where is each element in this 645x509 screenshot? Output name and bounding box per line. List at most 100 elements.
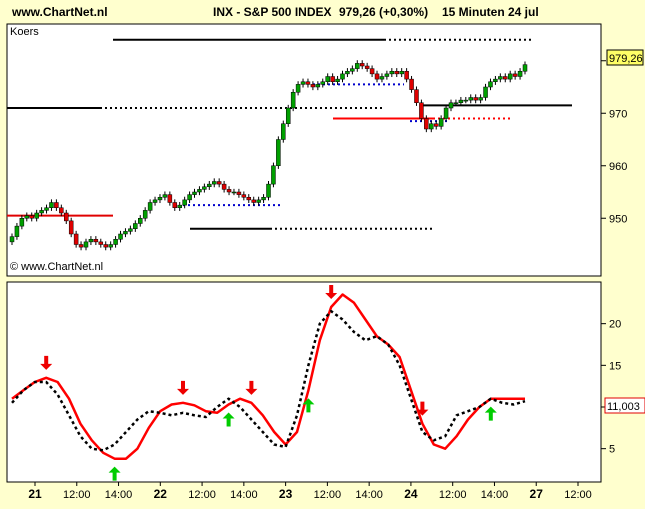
- candle-up: [182, 199, 187, 206]
- candle-up: [320, 81, 326, 85]
- sell-arrow-icon: [416, 401, 429, 416]
- candle-down: [226, 189, 232, 193]
- candle-up: [498, 76, 503, 80]
- candle-up: [443, 107, 449, 119]
- candle-down: [59, 207, 64, 214]
- x-day-label: 27: [530, 487, 544, 501]
- candle-up: [448, 102, 454, 109]
- candle-up: [162, 194, 168, 198]
- oscillator-lines: [11, 293, 526, 460]
- candle-up: [123, 231, 128, 235]
- candle-up: [281, 123, 286, 140]
- candle-down: [359, 63, 365, 67]
- candle-down: [103, 244, 108, 248]
- site-name: www.ChartNet.nl: [12, 5, 108, 19]
- candle-up: [271, 165, 276, 185]
- candle-down: [419, 102, 424, 119]
- candle-down: [404, 71, 409, 80]
- candle-up: [24, 215, 30, 219]
- watermark: © www.ChartNet.nl: [10, 261, 103, 273]
- candle-up: [118, 233, 123, 240]
- price-candles: [9, 60, 528, 251]
- last-price-label: 979,26: [609, 53, 643, 65]
- candle-up: [345, 71, 350, 75]
- interval: 15 Minuten: [442, 5, 505, 19]
- candle-up: [192, 191, 197, 195]
- candle-up: [355, 63, 360, 69]
- candle-down: [310, 84, 316, 88]
- candle-down: [54, 202, 59, 208]
- price-panel: [6, 23, 602, 277]
- last-osc-label: 11,003: [607, 401, 640, 413]
- candle-up: [138, 218, 143, 224]
- candle-down: [73, 233, 79, 245]
- candle-up: [49, 202, 54, 208]
- x-time-label: 12:00: [188, 489, 216, 501]
- candle-down: [78, 244, 84, 248]
- candle-up: [83, 241, 89, 248]
- x-day-label: 21: [28, 487, 42, 501]
- x-day-label: 22: [154, 487, 168, 501]
- candle-up: [157, 197, 163, 201]
- osc-series-dotted: [11, 309, 526, 452]
- symbol-title: INX - S&P 500 INDEX: [213, 5, 332, 19]
- x-time-label: 14:00: [355, 489, 383, 501]
- buy-arrow-icon: [302, 398, 315, 413]
- candle-down: [236, 191, 242, 195]
- candle-up: [468, 97, 473, 101]
- sell-arrow-icon: [40, 355, 53, 370]
- candle-down: [369, 68, 375, 75]
- price-y-tick-label: 950: [609, 213, 627, 225]
- x-time-label: 14:00: [105, 489, 133, 501]
- candle-up: [261, 197, 266, 201]
- candle-down: [221, 183, 227, 190]
- date: 24 jul: [508, 5, 539, 19]
- x-time-label: 12:00: [63, 489, 91, 501]
- sell-arrow-icon: [177, 380, 189, 395]
- price-y-tick-label: 970: [609, 108, 627, 120]
- candle-up: [295, 84, 301, 93]
- candle-down: [251, 199, 256, 203]
- candle-up: [34, 212, 39, 219]
- candle-down: [167, 194, 173, 203]
- candle-up: [522, 64, 528, 72]
- osc-series-solid: [11, 293, 525, 460]
- candle-down: [98, 241, 104, 245]
- candle-up: [483, 86, 488, 98]
- candle-up: [325, 76, 330, 82]
- candle-up: [14, 225, 20, 237]
- x-time-label: 12:00: [439, 489, 467, 501]
- candle-up: [340, 73, 345, 80]
- price-y-axis: 950960970980: [601, 56, 627, 225]
- candle-up: [384, 73, 390, 77]
- candle-up: [256, 199, 261, 203]
- x-day-label: 24: [404, 487, 418, 501]
- candle-down: [93, 239, 99, 243]
- candle-up: [285, 107, 291, 124]
- candle-up: [399, 71, 404, 75]
- candle-up: [197, 189, 202, 193]
- candle-up: [128, 228, 133, 232]
- candle-down: [374, 73, 380, 80]
- candle-up: [44, 207, 49, 211]
- candle-down: [512, 73, 518, 77]
- candle-up: [133, 223, 138, 229]
- candle-down: [29, 215, 34, 219]
- candle-up: [379, 76, 385, 80]
- candle-down: [246, 197, 252, 201]
- candle-up: [335, 78, 340, 82]
- x-day-label: 23: [279, 487, 293, 501]
- candle-up: [266, 183, 271, 198]
- candle-up: [207, 183, 212, 187]
- candle-down: [409, 78, 414, 90]
- buy-arrow-icon: [108, 466, 121, 481]
- osc-y-tick-label: 20: [609, 319, 621, 331]
- last-osc-box: [604, 397, 645, 414]
- candle-up: [458, 99, 464, 103]
- candle-down: [424, 118, 429, 130]
- candle-down: [433, 123, 439, 127]
- candle-up: [202, 186, 207, 190]
- buy-arrow-icon: [484, 406, 497, 421]
- candle-down: [503, 76, 508, 80]
